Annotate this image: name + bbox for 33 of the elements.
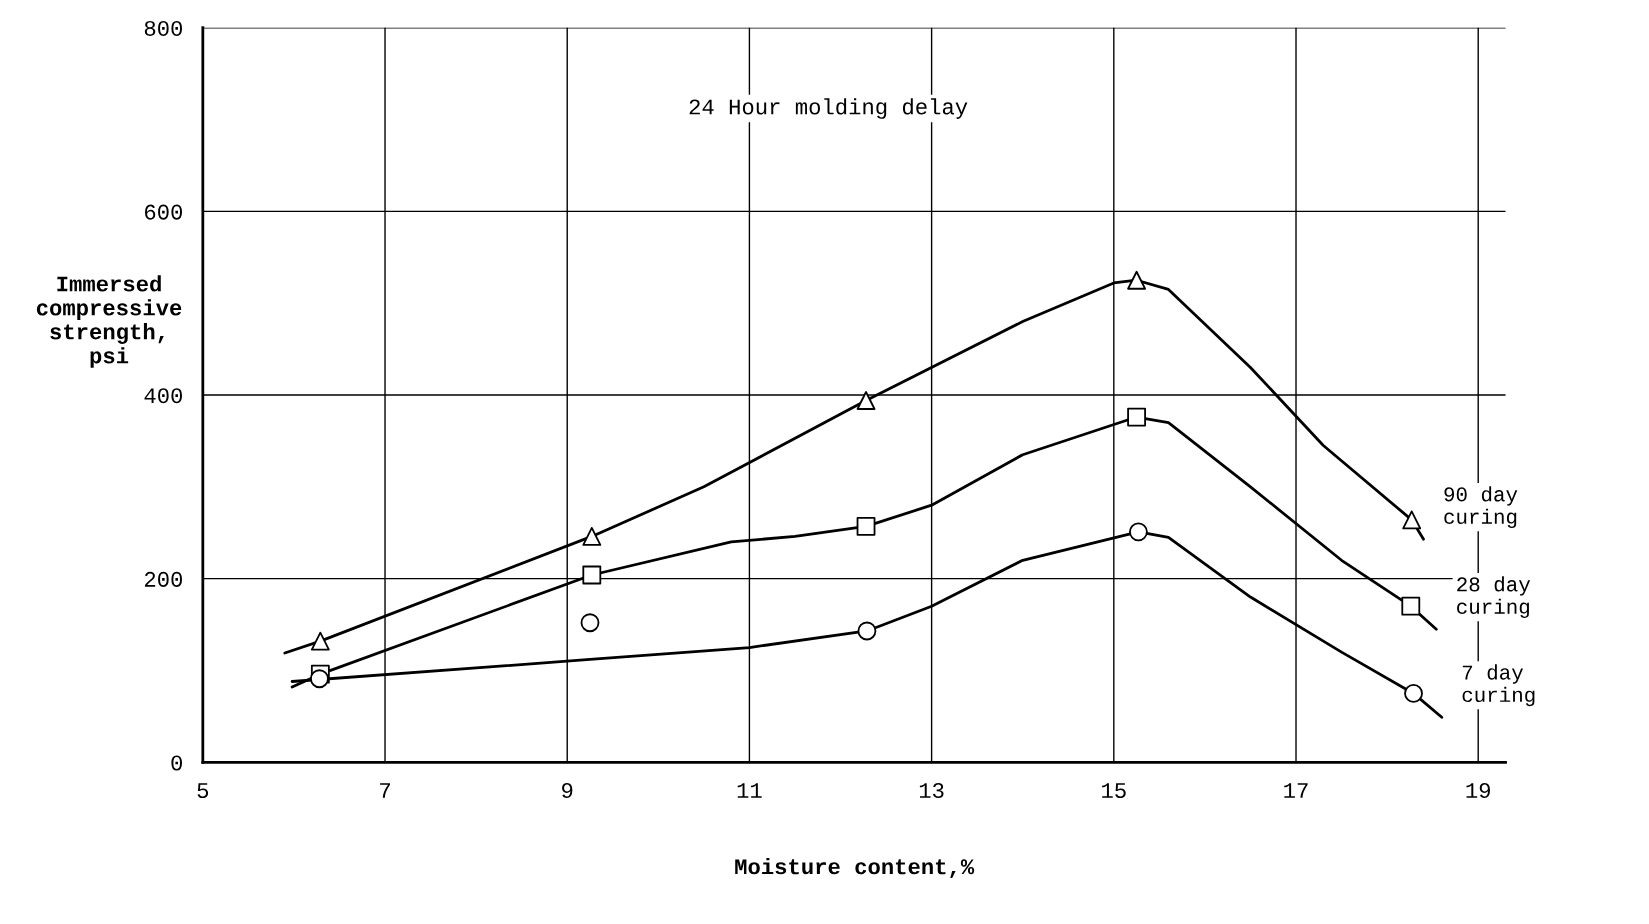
point — [1127, 270, 1146, 290]
point — [857, 621, 877, 641]
x-tick-label: 17 — [1284, 783, 1308, 798]
point — [1401, 596, 1421, 616]
point — [310, 669, 329, 689]
y-tick-label: 600 — [145, 204, 183, 220]
point — [856, 391, 876, 410]
x-axis-title: Moisture content,% — [735, 858, 975, 879]
series-label: 7 day curing — [1462, 664, 1535, 707]
point — [310, 631, 330, 651]
y-axis-title: Immersed compressive strength, psi — [36, 275, 182, 368]
y-tick-label: 400 — [144, 388, 183, 404]
x-tick-label: 9 — [562, 782, 573, 799]
x-tick-label: 19 — [1466, 782, 1490, 799]
point — [856, 516, 876, 536]
annotation: 24 Hour molding delay — [689, 98, 968, 119]
point — [582, 565, 602, 585]
x-tick-label: 13 — [919, 782, 944, 799]
point — [580, 613, 600, 633]
series-label: 90 day curing — [1444, 486, 1518, 529]
y-tick-label: 200 — [144, 571, 183, 587]
series-label: 28 day curing — [1457, 576, 1531, 619]
point — [582, 527, 602, 546]
x-tick-label: 7 — [380, 783, 390, 798]
y-tick-label: 0 — [171, 755, 183, 771]
point — [1128, 522, 1148, 542]
x-tick-label: 5 — [197, 783, 209, 799]
y-tick-label: 800 — [144, 20, 183, 36]
point — [1404, 684, 1423, 703]
x-tick-label: 15 — [1102, 783, 1126, 799]
point — [1402, 510, 1422, 530]
x-tick-label: 11 — [737, 783, 762, 798]
point — [1127, 407, 1146, 427]
